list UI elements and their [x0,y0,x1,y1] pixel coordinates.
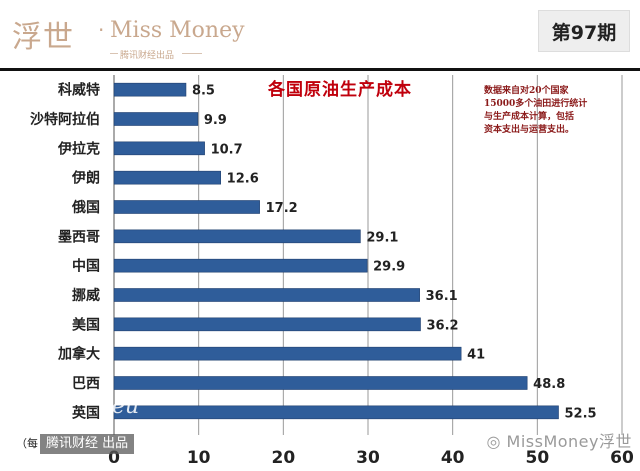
category-label: 加拿大 [57,346,100,363]
bar [113,200,260,214]
value-label: 29.1 [366,230,398,245]
x-tick-label: 50 [525,448,549,468]
logo-english: Miss Money [110,18,245,43]
value-label: 10.7 [211,142,243,157]
chart-notes: 数据来自对20个国家 15000多个油田进行统计 与生产成本计算，包括 资本支出… [484,85,634,137]
bar [113,170,221,185]
x-tick-label: 30 [356,448,380,468]
logo-subtitle: 腾讯财经出品 [120,51,175,61]
value-label: 17.2 [266,201,298,216]
header-divider [0,68,640,71]
note-line: 资本支出与运营支出。 [484,125,575,135]
category-label: 巴西 [72,376,100,392]
chart-title: 各国原油生产成本 [268,80,412,100]
header: 浮世 · Miss Money 腾讯财经出品 第97期 [0,0,640,68]
note-line: 与生产成本计算，包括 [484,112,575,122]
watermark-missmoney-text: MissMoney浮世 [506,432,632,451]
ghost-watermark: eu [112,394,140,419]
x-tick-label: 60 [610,448,634,468]
note-line: 15000多个油田进行统计 [484,99,588,109]
value-label: 36.1 [426,289,458,304]
value-label: 29.9 [373,260,405,275]
wechat-icon: ◎ [486,432,507,451]
logo-separator: · [98,18,105,42]
category-label: 科威特 [58,82,100,99]
category-label: 沙特阿拉伯 [30,111,100,128]
category-label: 墨西哥 [58,229,100,245]
value-label: 9.9 [204,113,227,128]
value-label: 8.5 [192,84,215,99]
value-label: 36.2 [426,318,458,333]
category-label: 伊拉克 [57,140,100,157]
bar [113,376,528,390]
bar [113,112,199,126]
bar [113,317,421,332]
clipped-unit-label: （每 [16,437,38,450]
watermark-missmoney: ◎ MissMoney浮世 [486,428,632,452]
category-label: 伊朗 [71,170,100,187]
logo-chinese: 浮世 [12,20,74,55]
x-tick-label: 40 [441,448,465,468]
watermark-tencent: 腾讯财经 出品 [40,434,135,454]
logo-rule-left [110,53,118,54]
logo-rule-right [182,53,202,54]
bar [113,346,462,361]
bar [113,229,361,244]
bar [113,288,420,302]
x-tick-label: 10 [187,448,211,468]
issue-number: 第97期 [538,10,630,52]
note-line: 数据来自对20个国家 [484,86,569,96]
bar [113,141,205,156]
bar-chart: 科威特 8.5 沙特阿拉伯 9.9 伊拉克 10.7 伊朗 12.6 俄国 17.2 墨西哥 29.1… [30,75,634,468]
category-label: 英国 [71,404,100,421]
value-label: 41 [467,348,485,363]
bar [113,405,559,420]
x-tick-label: 20 [271,448,295,468]
bar [113,258,368,273]
category-label: 俄国 [71,199,100,216]
value-label: 48.8 [533,377,565,392]
value-label: 52.5 [565,406,597,421]
category-label: 美国 [72,316,100,333]
category-label: 挪威 [72,287,100,304]
value-label: 12.6 [227,172,259,187]
bar [113,82,187,97]
category-label: 中国 [72,258,100,275]
